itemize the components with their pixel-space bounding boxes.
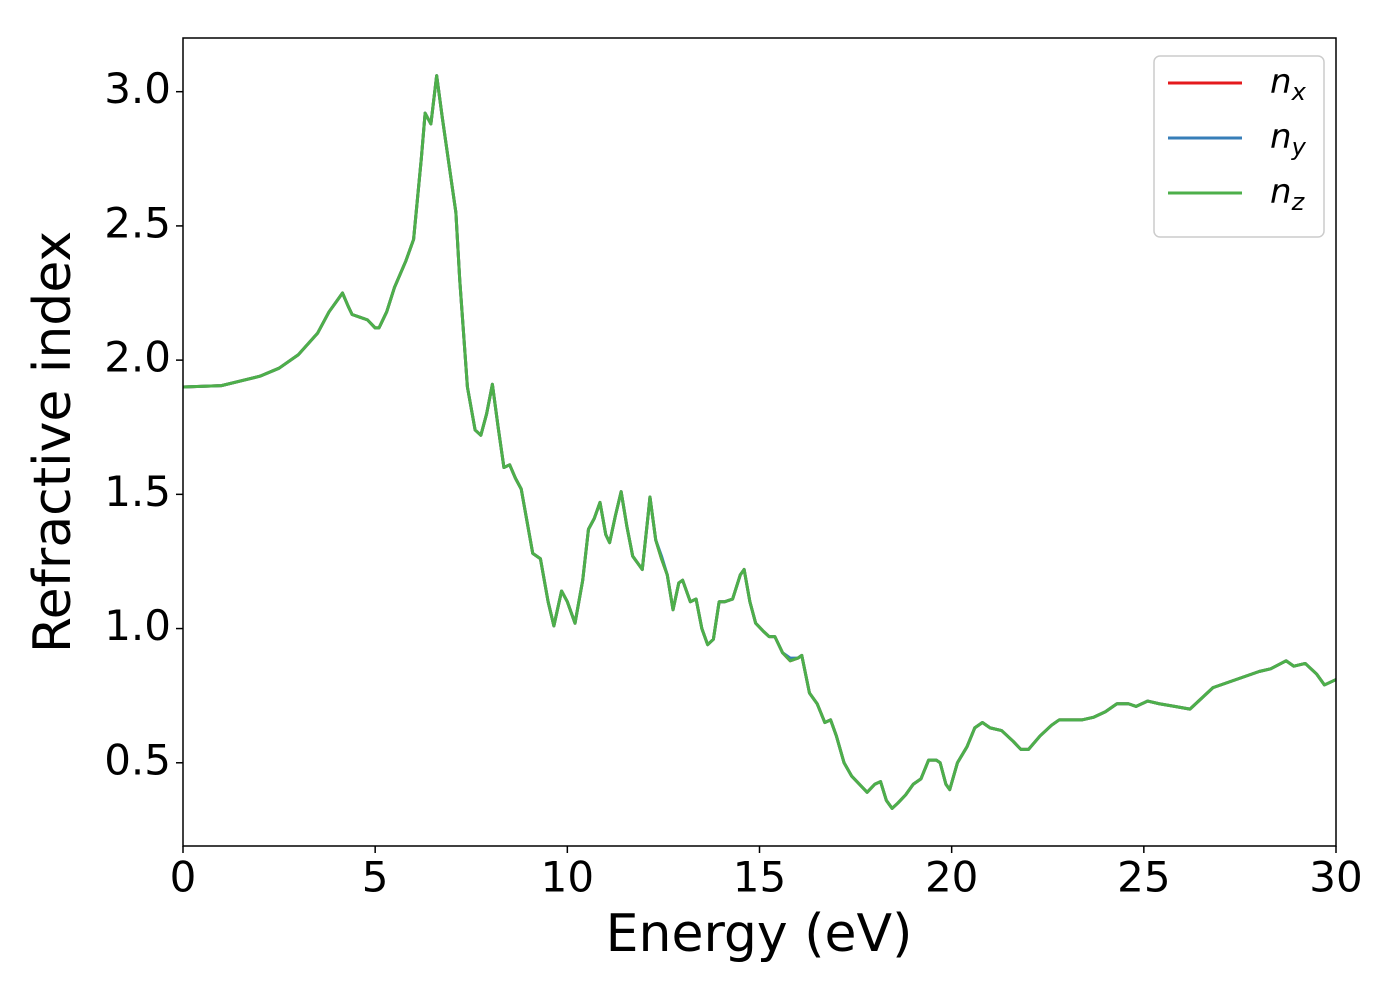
y-tick-label: 2.5 — [104, 198, 171, 247]
y-axis-label: Refractive index — [23, 231, 83, 653]
y-tick-label: 1.0 — [104, 601, 171, 650]
series-line — [182, 74, 1337, 810]
x-tick-label: 10 — [541, 853, 594, 902]
y-tick-label: 2.0 — [104, 333, 171, 382]
x-tick-label: 20 — [925, 853, 978, 902]
x-tick-label: 25 — [1117, 853, 1170, 902]
x-tick-label: 0 — [170, 853, 197, 902]
x-tick-label: 5 — [362, 853, 389, 902]
x-axis-label: Energy (eV) — [606, 904, 913, 964]
x-tick-label: 15 — [733, 853, 786, 902]
y-tick-label: 3.0 — [104, 64, 171, 113]
legend: nx ny nz — [1153, 55, 1325, 238]
plot-frame — [182, 37, 1337, 847]
y-tick-label: 1.5 — [104, 467, 171, 516]
y-tick-label: 0.5 — [104, 735, 171, 784]
legend-label: ny — [1270, 117, 1307, 162]
legend-label: nx — [1270, 62, 1307, 107]
legend-label: nz — [1270, 172, 1306, 217]
x-tick-label: 30 — [1309, 853, 1362, 902]
